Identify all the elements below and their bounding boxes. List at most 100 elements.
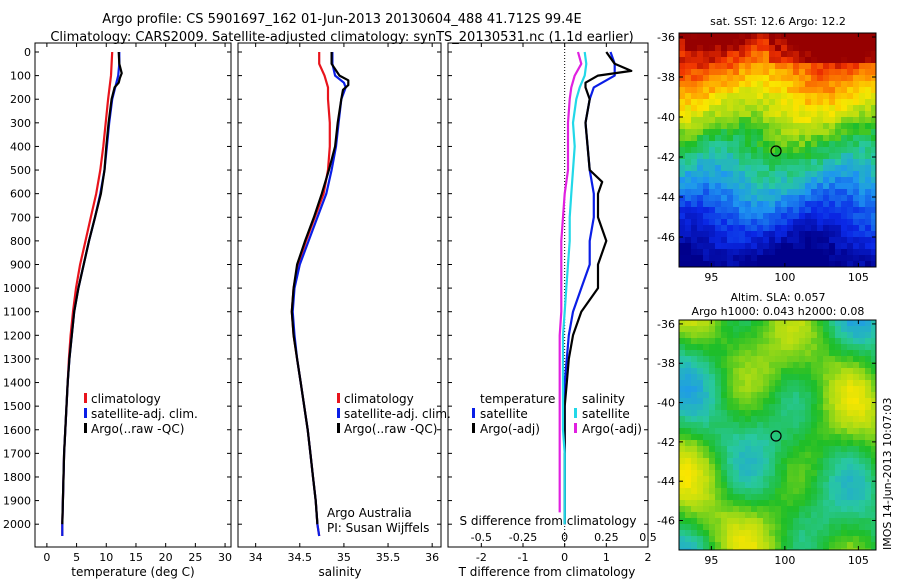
sla-cell (841, 470, 848, 477)
sst-cell (763, 159, 770, 166)
sst-cell (727, 171, 734, 178)
sla-cell (697, 326, 704, 333)
sla-cell (721, 530, 728, 537)
sla-cell (805, 452, 812, 459)
sst-cell (817, 261, 824, 267)
salinity-legend: climatology satellite-adj. clim. Argo(..… (337, 392, 451, 436)
sla-cell (829, 542, 836, 549)
sst-cell (805, 201, 812, 208)
sla-cell (751, 332, 758, 339)
legend-label-climatology: climatology (91, 392, 161, 406)
sst-cell (865, 141, 872, 148)
sst-cell (679, 249, 686, 256)
sla-cell (787, 404, 794, 411)
sla-cell (739, 434, 746, 441)
sla-cell (775, 500, 782, 507)
legend-label-s-satellite: satellite (582, 407, 630, 421)
sst-cell (733, 261, 740, 267)
sla-cell (787, 470, 794, 477)
sst-cell (697, 51, 704, 58)
sla-cell (751, 404, 758, 411)
sst-cell (733, 123, 740, 130)
sst-cell (679, 261, 686, 267)
sst-cell (715, 141, 722, 148)
x-tick-label: 1 (603, 551, 610, 564)
sla-cell (733, 434, 740, 441)
sla-cell (853, 356, 860, 363)
sst-cell (775, 111, 782, 118)
sst-cell (853, 201, 860, 208)
sla-cell (715, 422, 722, 429)
sst-cell (733, 69, 740, 76)
sla-cell (763, 362, 770, 369)
sst-cell (793, 39, 800, 46)
sst-cell (691, 177, 698, 184)
sst-cell (799, 201, 806, 208)
sst-cell (733, 75, 740, 82)
sst-cell (847, 225, 854, 232)
sla-cell (775, 518, 782, 525)
sla-cell (709, 374, 716, 381)
sla-cell (715, 470, 722, 477)
sst-cell (787, 123, 794, 130)
sst-cell (751, 87, 758, 94)
sst-cell (751, 63, 758, 70)
sla-cell (871, 398, 876, 405)
sla-cell (859, 434, 866, 441)
sst-cell (697, 207, 704, 214)
y-tick-label: -42 (657, 436, 675, 449)
sla-cell (745, 332, 752, 339)
sst-cell (793, 69, 800, 76)
sst-cell (799, 129, 806, 136)
sla-cell (703, 524, 710, 531)
sst-cell (871, 261, 876, 267)
legend-swatch-argo (337, 423, 340, 433)
sst-cell (685, 243, 692, 250)
sla-cell (781, 464, 788, 471)
sst-cell (703, 57, 710, 64)
sla-cell (781, 422, 788, 429)
temperature-x-label: temperature (deg C) (71, 565, 194, 579)
sst-cell (715, 75, 722, 82)
sla-cell (871, 518, 876, 525)
sst-cell (817, 129, 824, 136)
sst-cell (835, 141, 842, 148)
sst-cell (859, 87, 866, 94)
y-tick-label: 700 (10, 211, 31, 224)
sst-cell (733, 153, 740, 160)
sla-cell (721, 506, 728, 513)
sla-cell (727, 332, 734, 339)
sst-cell (841, 171, 848, 178)
sla-cell (721, 404, 728, 411)
sla-cell (805, 356, 812, 363)
sla-cell (697, 542, 704, 549)
sst-cell (811, 237, 818, 244)
sla-cell (799, 482, 806, 489)
sla-cell (859, 482, 866, 489)
sla-cell (775, 458, 782, 465)
sla-cell (775, 470, 782, 477)
sst-cell (823, 135, 830, 142)
sla-cell (841, 392, 848, 399)
sla-cell (721, 446, 728, 453)
sla-cell (721, 386, 728, 393)
sst-cell (853, 207, 860, 214)
sla-cell (847, 344, 854, 351)
sla-cell (727, 320, 734, 327)
sla-cell (805, 398, 812, 405)
sla-cell (823, 506, 830, 513)
sla-cell (733, 482, 740, 489)
sla-cell (715, 350, 722, 357)
sst-cell (697, 231, 704, 238)
sla-cell (727, 542, 734, 549)
sla-cell (835, 512, 842, 519)
sst-cell (829, 195, 836, 202)
sst-cell (685, 201, 692, 208)
sst-cell (703, 261, 710, 267)
sla-cell (829, 488, 836, 495)
sst-cell (817, 33, 824, 40)
sst-cell (703, 237, 710, 244)
sst-cell (721, 207, 728, 214)
sla-cell (835, 488, 842, 495)
sla-cell (757, 470, 764, 477)
